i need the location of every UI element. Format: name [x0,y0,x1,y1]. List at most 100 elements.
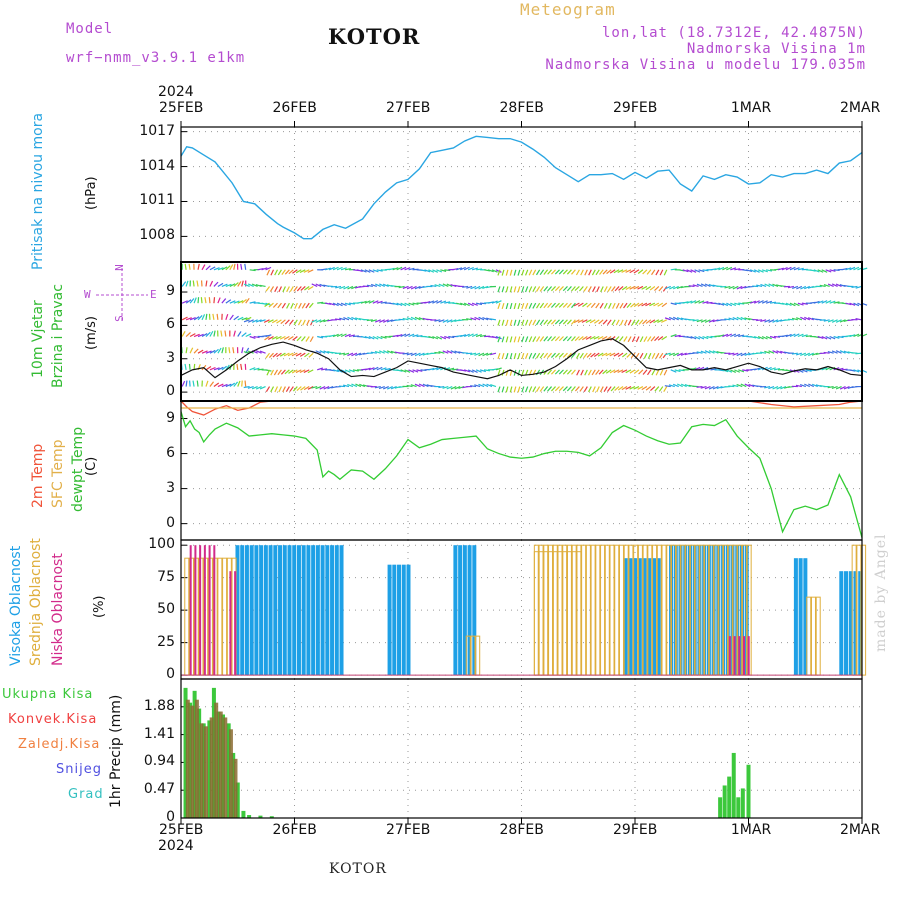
wind-arrow [213,382,220,388]
wind-arrow [839,319,846,323]
wind-arrow [432,335,439,340]
wind-arrow [645,386,652,391]
wind-arrow [501,336,505,343]
y-tick-label: 3 [166,479,175,496]
wind-arrow [277,369,282,376]
wind-arrow [471,302,478,306]
wind-arrow [255,283,262,288]
wind-arrow [243,319,250,323]
wind-arrow [386,350,393,354]
high-cloud-bar [387,564,392,676]
wind-arrow [704,319,711,323]
wind-arrow [855,285,862,289]
wind-arrow [501,353,505,360]
wind-arrow [749,269,756,273]
wind-arrow [591,269,596,276]
wind-arrow [470,352,477,356]
wind-arrow [482,316,489,321]
wind-arrow [240,263,243,270]
wind-arrow [672,383,679,388]
high-cloud-bar [401,564,406,676]
wind-arrow [682,301,689,304]
wind-arrow [562,302,568,308]
wind-arrow [509,302,513,310]
wind-arrow [505,269,509,276]
wind-arrow [384,335,391,338]
wind-arrow [583,286,588,292]
wind-arrow [754,367,761,371]
wind-arrow [718,302,725,306]
wind-arrow [730,267,737,271]
wind-arrow [554,386,560,392]
wind-arrow [629,369,636,374]
wind-arrow [297,319,302,326]
wind-arrow [307,369,314,374]
wind-arrow [653,302,660,307]
wind-arrow [761,300,768,304]
wind-arrow [400,266,407,271]
high-cloud-bar [453,545,458,676]
wind-arrow [843,385,850,390]
wind-arrow [764,350,771,354]
wind-arrow [247,385,254,389]
wind-arrow [336,333,343,338]
wind-arrow [470,285,477,290]
wind-arrow [348,302,356,305]
wind-arrow [278,286,282,293]
wind-arrow [698,300,705,304]
mid-cloud-bar [222,557,228,676]
wind-arrow [702,335,709,340]
wind-arrow [829,269,836,272]
wind-arrow [615,302,620,309]
wind-arrow [517,336,521,343]
wind-arrow [524,336,529,343]
wind-arrow [265,334,272,338]
wind-arrow [589,335,596,340]
wind-arrow [296,386,302,392]
wind-arrow [833,301,840,304]
wind-arrow [629,386,636,390]
wind-arrow [483,369,491,372]
wind-arrow [821,300,828,304]
wind-arrow [633,269,640,274]
wind-arrow [539,286,545,292]
wind-arrow [558,302,564,308]
y-tick-label: 25 [157,633,175,650]
wind-arrow [265,386,271,392]
precip-convective-bar [185,699,190,818]
wind-arrow [682,269,689,273]
wind-arrow [577,302,584,307]
wind-arrow [753,335,761,340]
wind-arrow [460,334,467,338]
wind-arrow [414,383,421,388]
wind-arrow [236,363,239,370]
wind-arrow [220,330,223,337]
wind-arrow [629,285,636,290]
wind-arrow [599,269,604,275]
high-cloud-bar [633,558,638,676]
wind-arrow [528,352,533,359]
wind-arrow [459,266,466,271]
high-cloud-bar [839,571,844,676]
wind-arrow [217,297,221,304]
wind-arrow [446,319,453,323]
wind-arrow [247,319,254,323]
wind-arrow [319,385,326,390]
wind-arrow [584,369,588,376]
wind-arrow [597,352,604,357]
wind-arrow [351,352,358,357]
wind-arrow [849,369,856,372]
wind-arrow [335,318,342,321]
wind-arrow [513,319,517,326]
wind-arrow [292,386,298,392]
wind-arrow [580,269,584,276]
wind-arrow [764,319,771,323]
wind-arrow [768,385,775,390]
wind-arrow [708,385,715,390]
wind-arrow [598,319,604,325]
wind-arrow [309,336,314,343]
y-tick-label: 3 [166,349,175,366]
wind-arrow [315,385,322,390]
wind-arrow [392,334,399,338]
